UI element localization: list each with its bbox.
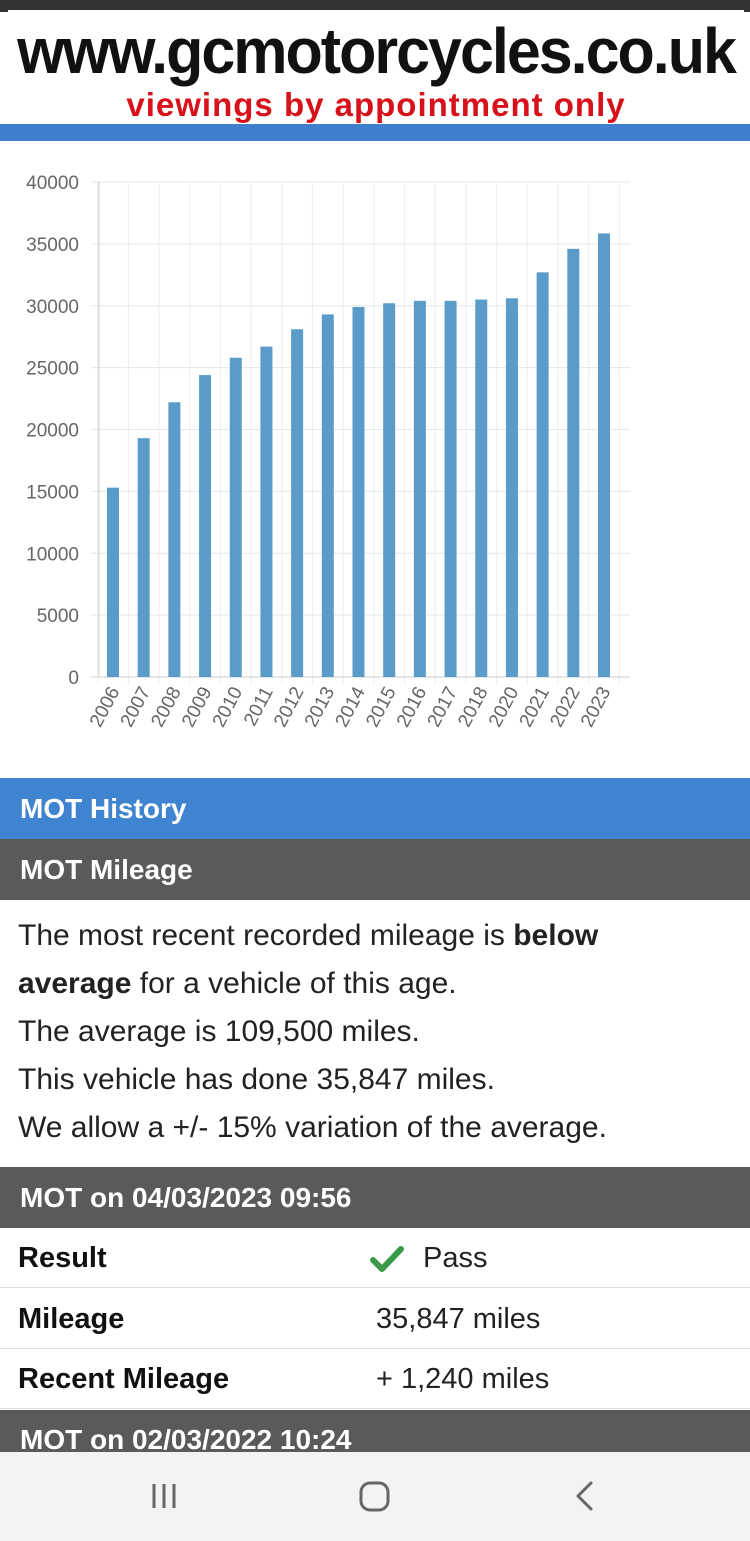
x-tick-label: 2015 [362, 683, 400, 730]
y-tick-label: 10000 [26, 544, 79, 565]
summary-line-2: The average is 109,500 miles. [18, 1015, 420, 1048]
result-label: Result [18, 1242, 107, 1274]
summary-line-1: The most recent recorded mileage is belo… [18, 912, 732, 1008]
summary-line-4: We allow a +/- 15% variation of the aver… [18, 1111, 607, 1144]
dealer-banner: www.gcmotorcycles.co.uk viewings by appo… [8, 10, 744, 124]
bar-2012 [291, 329, 304, 677]
android-navigation-bar [0, 1452, 750, 1541]
x-tick-label: 2009 [178, 683, 216, 730]
bar-2018 [475, 299, 488, 677]
mot-test-heading: MOT on 02/03/2022 10:24 [0, 1410, 750, 1452]
mileage-bar-chart: 0 5000 10000 15000 20000 25000 30000 35000 40000… [26, 173, 630, 731]
chart-section-header-strip [0, 124, 750, 141]
dealer-website: www.gcmotorcycles.co.uk [17, 15, 737, 87]
bar-2014 [352, 306, 365, 677]
mot-mileage-row: Mileage 35,847 miles [0, 1289, 750, 1349]
y-tick-label: 25000 [26, 359, 79, 380]
summary-line-3: This vehicle has done 35,847 miles. [18, 1063, 495, 1096]
mileage-chart: 0 5000 10000 15000 20000 25000 30000 35000 40000… [0, 141, 750, 778]
x-tick-label: 2012 [270, 683, 308, 730]
checkmark-icon [370, 1246, 404, 1272]
bar-2023 [598, 233, 610, 677]
y-tick-label: 20000 [26, 421, 79, 442]
bar-2017 [444, 300, 457, 677]
back-button[interactable] [524, 1452, 644, 1541]
y-tick-label: 35000 [26, 235, 79, 256]
x-tick-label: 2021 [516, 683, 554, 730]
x-tick-label: 2014 [332, 683, 371, 731]
bar-2022 [567, 248, 580, 677]
x-tick-label: 2017 [424, 683, 462, 730]
x-tick-label: 2020 [485, 683, 523, 730]
mot-recent-mileage-row: Recent Mileage + 1,240 miles [0, 1349, 750, 1409]
recent-mileage-label: Recent Mileage [18, 1363, 230, 1395]
recent-mileage-value: + 1,240 miles [376, 1363, 550, 1395]
y-tick-label: 40000 [26, 173, 79, 194]
dealer-tagline: viewings by appointment only [126, 86, 626, 123]
bar-2011 [260, 346, 273, 677]
back-icon [576, 1481, 593, 1511]
bar-2013 [321, 314, 334, 677]
mot-test-heading: MOT on 04/03/2023 09:56 [0, 1167, 750, 1228]
home-icon [359, 1481, 390, 1512]
bar-2021 [536, 272, 549, 677]
recent-apps-icon [152, 1484, 176, 1508]
mot-history-heading: MOT History [0, 778, 750, 839]
x-tick-label: 2018 [454, 683, 492, 730]
y-tick-label: 15000 [26, 482, 79, 503]
x-tick-label: 2006 [86, 683, 124, 730]
bar-2010 [229, 357, 242, 677]
x-tick-label: 2013 [301, 683, 339, 730]
x-tick-label: 2007 [117, 683, 155, 730]
home-button[interactable] [314, 1452, 434, 1541]
y-tick-label: 30000 [26, 297, 79, 318]
mot-result-row: Result Pass [0, 1228, 750, 1288]
x-tick-label: 2008 [147, 683, 185, 730]
mileage-value: 35,847 miles [376, 1303, 541, 1335]
bar-2020 [505, 298, 518, 677]
x-tick-label: 2023 [577, 683, 615, 730]
x-tick-label: 2016 [393, 683, 431, 730]
summary-emphasis-below: below [513, 919, 599, 952]
bar-2009 [199, 375, 212, 677]
mileage-summary: The most recent recorded mileage is belo… [0, 900, 750, 1167]
bar-2008 [168, 402, 181, 677]
y-tick-label: 0 [68, 668, 79, 689]
summary-text: for a vehicle of this age. [131, 967, 457, 1000]
y-tick-label: 5000 [37, 606, 79, 627]
summary-emphasis-average: average [18, 967, 132, 1000]
x-tick-label: 2010 [209, 683, 247, 730]
summary-text: The most recent recorded mileage is [18, 919, 514, 952]
bar-2006 [107, 487, 119, 677]
recent-apps-button[interactable] [104, 1452, 224, 1541]
bar-2007 [137, 438, 150, 677]
mot-mileage-heading: MOT Mileage [0, 839, 750, 900]
x-tick-label: 2022 [546, 683, 584, 730]
mileage-label: Mileage [18, 1303, 125, 1335]
status-bar [0, 0, 750, 12]
bar-2015 [383, 303, 396, 677]
result-value: Pass [423, 1242, 488, 1274]
bar-2016 [413, 300, 426, 677]
